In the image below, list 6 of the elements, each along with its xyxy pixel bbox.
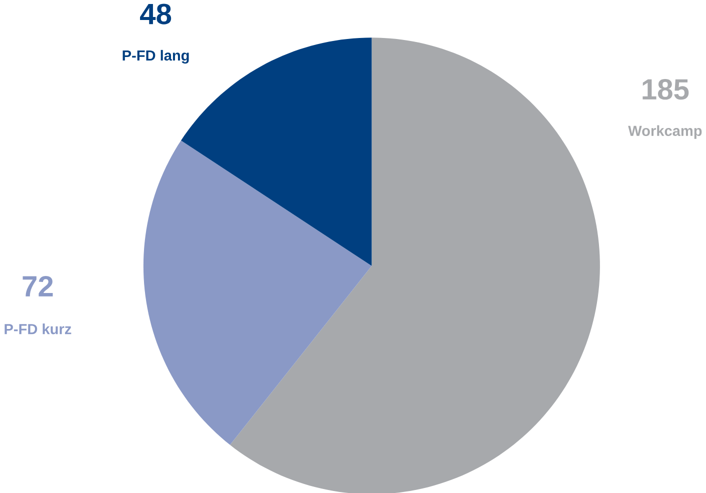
data-label: 72 [22, 276, 53, 296]
slice-label: Workcamp [628, 125, 702, 139]
data-label: 185 [642, 79, 689, 100]
data-label: 48 [140, 4, 172, 24]
slice-label: P-FD kurz [4, 324, 72, 334]
slice-label: P-FD lang [122, 50, 189, 64]
